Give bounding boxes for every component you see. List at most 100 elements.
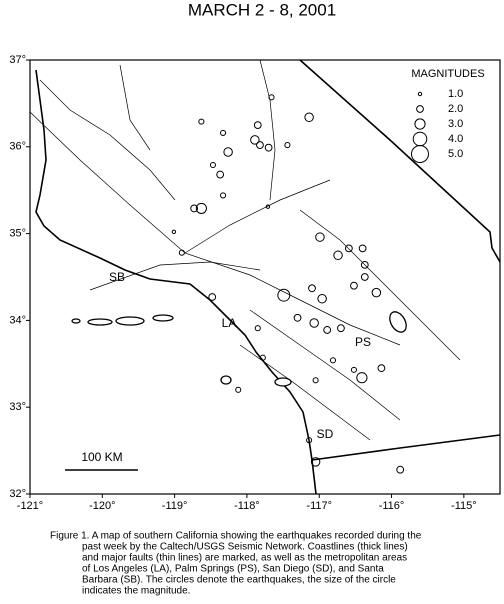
earthquake [208, 293, 217, 301]
earthquake [329, 357, 337, 364]
earthquake [220, 192, 227, 199]
earthquake [198, 118, 205, 125]
caption-line: of Los Angeles (LA), Palm Springs (PS), … [82, 564, 384, 575]
scale-label: 100 KM [81, 450, 122, 464]
earthquake [344, 244, 353, 253]
earthquake [323, 326, 332, 334]
place-label: SB [109, 270, 125, 284]
legend-circle [417, 91, 423, 97]
island [220, 375, 232, 385]
earthquake [358, 244, 367, 253]
island [87, 318, 113, 326]
x-tick-label: -118° [234, 500, 260, 512]
earthquake [268, 94, 275, 101]
fault [184, 179, 331, 254]
island [71, 318, 81, 324]
earthquake [178, 249, 185, 256]
earthquake [254, 325, 261, 332]
x-tick-label: -116° [379, 500, 405, 512]
earthquake [360, 260, 369, 269]
fault [119, 64, 151, 151]
earthquake [190, 204, 199, 213]
place-label: LA [222, 316, 237, 330]
earthquake [284, 142, 291, 149]
earthquake [293, 313, 302, 322]
earthquake [171, 229, 177, 235]
earthquake [356, 372, 368, 384]
earthquake [310, 457, 321, 467]
coastline [35, 69, 317, 495]
earthquake [265, 204, 271, 209]
caption-line: past week by the Caltech/USGS Seismic Ne… [82, 542, 408, 553]
legend-circle [414, 118, 426, 130]
place-label: PS [355, 335, 371, 349]
earthquake [371, 287, 382, 298]
state-boundary [299, 59, 501, 263]
legend-label: 1.0 [448, 88, 463, 100]
earthquake [396, 465, 405, 474]
earthquake [264, 143, 273, 152]
earthquake [312, 377, 319, 384]
y-tick-label: 35° [9, 228, 26, 240]
earthquake [317, 293, 327, 304]
legend-items: 1.0 2.0 3.0 4.0 5.0 [411, 88, 463, 163]
mexico-border [311, 434, 501, 461]
earthquake [333, 250, 343, 261]
earthquake [253, 121, 262, 129]
earthquake [350, 281, 358, 290]
legend-label: 3.0 [448, 118, 463, 130]
earthquake [304, 112, 314, 123]
island [274, 377, 292, 387]
earthquake [216, 170, 225, 179]
ticks: -121° -120° -119° -118° -117° -116° -115° 32° 33… [9, 54, 476, 512]
earthquake [235, 386, 242, 393]
legend-circle [416, 105, 424, 113]
caption-line: Barbara (SB). The circles denote the ear… [82, 575, 396, 586]
legend-title: MAGNITUDES [411, 68, 484, 80]
earthquake [256, 141, 264, 149]
fault [239, 344, 371, 441]
earthquakes [171, 94, 405, 474]
salton-sea [389, 311, 407, 333]
caption: Figure 1. A map of southern California s… [50, 531, 422, 597]
map-base [29, 59, 501, 495]
x-tick-label: -121° [17, 500, 43, 512]
legend-label: 4.0 [448, 133, 463, 145]
fault [259, 59, 276, 201]
earthquake [250, 135, 260, 145]
earthquake [337, 324, 345, 333]
earthquake [277, 288, 291, 302]
legend-label: 2.0 [448, 103, 463, 115]
earthquake [195, 202, 207, 215]
y-tick-label: 37° [9, 54, 26, 66]
x-tick-label: -119° [162, 500, 188, 512]
earthquake [209, 161, 216, 169]
place-label: SD [317, 427, 334, 441]
earthquake [220, 129, 227, 136]
fault [89, 261, 261, 291]
caption-line: indicates the magnitude. [82, 586, 190, 597]
x-tick-label: -120° [89, 500, 115, 512]
caption-line: and major faults (thin lines) are marked… [82, 553, 407, 564]
legend-circle [412, 131, 428, 147]
y-tick-label: 36° [9, 141, 26, 153]
earthquake [306, 437, 313, 444]
earthquake [309, 318, 319, 328]
map-frame [29, 59, 501, 495]
earthquake [308, 284, 316, 293]
earthquake [377, 364, 386, 373]
y-tick-label: 32° [9, 488, 26, 500]
x-tick-label: -117° [306, 500, 332, 512]
x-tick-label: -115° [451, 500, 477, 512]
caption-line: Figure 1. A map of southern California s… [50, 531, 422, 542]
island [115, 316, 145, 326]
y-tick-label: 34° [9, 314, 26, 326]
legend-circle [411, 145, 429, 163]
fault [299, 209, 461, 361]
earthquake [315, 232, 325, 242]
y-tick-label: 33° [9, 401, 26, 413]
title: MARCH 2 - 8, 2001 [188, 0, 336, 19]
earthquake [350, 366, 357, 373]
fault [29, 111, 401, 346]
